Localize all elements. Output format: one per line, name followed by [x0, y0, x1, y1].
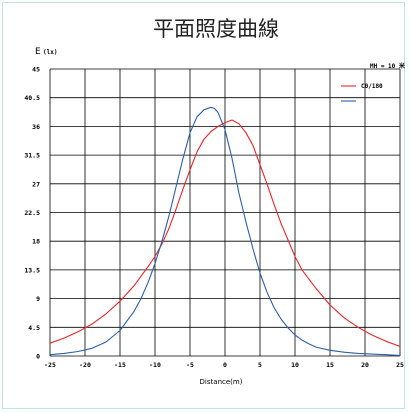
- y-tick-label: 22.5: [24, 209, 40, 217]
- x-tick-label: -15: [114, 361, 126, 369]
- x-tick-label: -25: [44, 361, 56, 369]
- y-axis-unit: (lx): [43, 49, 57, 56]
- x-axis-label: Distance(m): [200, 378, 243, 386]
- chart-title: 平面照度曲線: [153, 17, 279, 41]
- legend-label-1: C0/180: [361, 83, 383, 90]
- y-tick-label: 0: [36, 353, 40, 361]
- x-tick-label: -10: [149, 361, 161, 369]
- y-tick-labels: 0 4.5 9 13.5 18 22.5 27 31.5 36 40.5 45: [24, 66, 40, 361]
- y-tick-label: 36: [32, 123, 40, 131]
- x-tick-label: -20: [79, 361, 91, 369]
- mh-annotation: MH = 10 米: [370, 62, 405, 70]
- y-tick-label: 31.5: [24, 152, 40, 160]
- illuminance-chart: 平面照度曲線 -25 -20 -15 -10 -5 0 5 10 15 20 25 0 4.5 9 13.…: [24, 17, 405, 386]
- x-tick-label: 15: [326, 361, 334, 369]
- x-tick-label: -5: [186, 361, 194, 369]
- chart-frame: 平面照度曲線 -25 -20 -15 -10 -5 0 5 10 15 20 25 0 4.5 9 13.…: [2, 2, 405, 409]
- series-group: [49, 106, 401, 356]
- y-tick-label: 18: [32, 238, 40, 246]
- x-tick-label: 20: [361, 361, 369, 369]
- x-tick-label: 10: [291, 361, 299, 369]
- y-tick-label: 9: [36, 295, 40, 303]
- x-tick-label: 5: [258, 361, 262, 369]
- y-axis-label: E: [35, 47, 41, 57]
- y-tick-label: 40.5: [24, 94, 40, 102]
- grid: [49, 68, 401, 357]
- x-tick-label: 25: [396, 361, 404, 369]
- y-tick-label: 4.5: [28, 324, 40, 332]
- x-tick-label: 0: [223, 361, 227, 369]
- series-line-2: [49, 106, 401, 356]
- y-tick-label: 27: [32, 180, 40, 188]
- series-line-1: [49, 119, 401, 347]
- y-tick-label: 45: [32, 66, 40, 74]
- x-tick-labels: -25 -20 -15 -10 -5 0 5 10 15 20 25: [44, 361, 404, 369]
- y-tick-label: 13.5: [24, 266, 40, 274]
- legend: C0/180: [341, 83, 383, 102]
